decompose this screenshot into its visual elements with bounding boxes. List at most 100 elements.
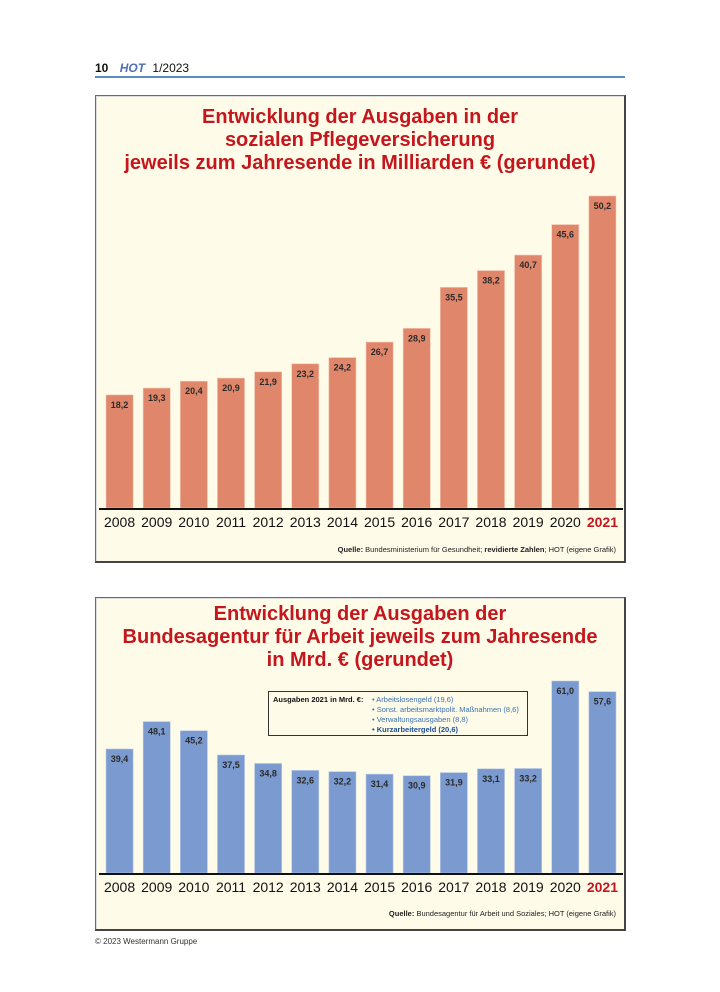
x-tick-label: 2008 bbox=[104, 514, 135, 530]
source-text: ; HOT (eigene Grafik) bbox=[544, 545, 616, 554]
chart-source: Quelle: Bundesagentur für Arbeit und Soz… bbox=[389, 909, 616, 918]
bar-2018 bbox=[477, 768, 505, 874]
bar-2019 bbox=[514, 254, 543, 509]
data-label: 50,2 bbox=[594, 201, 612, 211]
bar-2012 bbox=[254, 763, 282, 874]
bar-2011 bbox=[217, 377, 245, 509]
annotation-label: Ausgaben 2021 in Mrd. €: bbox=[273, 695, 364, 704]
x-tick-label: 2020 bbox=[550, 514, 581, 530]
data-label: 39,4 bbox=[111, 754, 129, 764]
chart-title-line: in Mrd. € (gerundet) bbox=[266, 649, 454, 671]
annotation-box: Ausgaben 2021 in Mrd. €: • Arbeitsloseng… bbox=[268, 691, 528, 736]
annotation-list: • Arbeitslosengeld (19,6) • Sonst. arbei… bbox=[372, 695, 519, 735]
data-label: 33,2 bbox=[519, 774, 537, 784]
data-label: 38,2 bbox=[482, 276, 500, 286]
data-label: 26,7 bbox=[371, 347, 389, 357]
chart-title-line: Entwicklung der Ausgaben der bbox=[213, 603, 507, 625]
x-tick-label: 2020 bbox=[550, 879, 581, 895]
x-tick-label: 2012 bbox=[253, 514, 284, 530]
x-tick-label: 2008 bbox=[104, 879, 135, 895]
bar-2017 bbox=[439, 772, 468, 874]
source-text: Bundesagentur für Arbeit und Soziales; H… bbox=[416, 909, 616, 918]
x-tick-label: 2016 bbox=[401, 514, 432, 530]
bar-2021 bbox=[588, 195, 617, 509]
bar-chart-svg: 39,4 2008 48,1 2009 45,2 2010 37,5 2011 34,8 2012… bbox=[99, 680, 623, 895]
x-tick-label: 2012 bbox=[253, 879, 284, 895]
x-tick-label: 2016 bbox=[401, 879, 432, 895]
bar-2013 bbox=[291, 770, 320, 874]
bar-2014 bbox=[328, 357, 357, 509]
chart-bundesagentur: Entwicklung der Ausgaben der Bundesagent… bbox=[95, 597, 626, 931]
bar-2009 bbox=[142, 387, 171, 509]
source-label: Quelle: bbox=[337, 545, 364, 554]
data-label: 37,5 bbox=[222, 760, 240, 770]
issue-number: 1/2023 bbox=[152, 61, 190, 75]
data-label: 19,3 bbox=[148, 393, 166, 403]
data-label: 48,1 bbox=[148, 727, 166, 737]
x-tick-label: 2014 bbox=[327, 514, 358, 530]
x-tick-label: 2018 bbox=[475, 879, 506, 895]
bar-2018 bbox=[477, 270, 505, 509]
x-tick-label: 2010 bbox=[178, 514, 209, 530]
x-tick-label: 2011 bbox=[216, 879, 246, 895]
data-label: 32,2 bbox=[334, 777, 352, 787]
bar-2020 bbox=[551, 224, 580, 509]
annotation-item: • Sonst. arbeitsmarktpolit. Maßnahmen (8… bbox=[372, 705, 519, 714]
data-label: 21,9 bbox=[259, 377, 277, 387]
bar-2014 bbox=[328, 771, 357, 874]
x-tick-label: 2021 bbox=[587, 514, 618, 530]
x-tick-label: 2013 bbox=[290, 514, 321, 530]
bar-2009 bbox=[142, 721, 171, 874]
source-label: Quelle: bbox=[388, 909, 415, 918]
x-tick-label: 2009 bbox=[141, 514, 172, 530]
x-tick-label: 2021 bbox=[587, 879, 618, 895]
chart-title-line: sozialen Pflegeversicherung bbox=[224, 129, 496, 151]
page-number: 10 bbox=[95, 61, 109, 75]
bar-2019 bbox=[514, 768, 543, 874]
data-label: 30,9 bbox=[408, 781, 426, 791]
data-label: 18,2 bbox=[111, 400, 129, 410]
bar-2008 bbox=[105, 394, 134, 509]
data-label: 23,2 bbox=[297, 369, 315, 379]
bar-2021 bbox=[588, 691, 617, 874]
data-label: 31,9 bbox=[445, 778, 463, 788]
x-tick-label: 2017 bbox=[438, 879, 469, 895]
bar-2016 bbox=[402, 328, 431, 509]
chart-title: Entwicklung der Ausgaben in der sozialen… bbox=[96, 106, 624, 175]
chart-pflegeversicherung: Entwicklung der Ausgaben in der sozialen… bbox=[95, 95, 626, 563]
bar-2016 bbox=[402, 775, 431, 874]
page-header: 10 HOT 1/2023 bbox=[95, 60, 625, 78]
bar-chart-svg: 18,2 2008 19,3 2009 20,4 2010 20,9 2011 21,9 2012… bbox=[99, 195, 623, 530]
chart-title-line: jeweils zum Jahresende in Milliarden € (… bbox=[124, 152, 596, 174]
data-label: 24,2 bbox=[334, 363, 352, 373]
annotation-item: • Kurzarbeitergeld (20,6) bbox=[372, 725, 458, 734]
x-tick-label: 2015 bbox=[364, 879, 395, 895]
chart-title: Entwicklung der Ausgaben der Bundesagent… bbox=[96, 603, 624, 672]
brand-logo: HOT bbox=[119, 61, 146, 75]
x-tick-label: 2018 bbox=[475, 514, 506, 530]
bar-2015 bbox=[365, 341, 394, 509]
data-label: 35,5 bbox=[445, 292, 463, 302]
data-label: 40,7 bbox=[519, 260, 537, 270]
annotation-item: • Arbeitslosengeld (19,6) bbox=[372, 695, 454, 704]
data-label: 20,4 bbox=[185, 386, 203, 396]
copyright-footer: © 2023 Westermann Gruppe bbox=[95, 937, 198, 946]
bar-2011 bbox=[217, 754, 245, 874]
bar-2008 bbox=[105, 748, 134, 874]
data-label: 61,0 bbox=[557, 686, 575, 696]
x-tick-label: 2019 bbox=[513, 514, 544, 530]
bar-2020 bbox=[551, 680, 580, 874]
data-label: 34,8 bbox=[259, 768, 277, 778]
annotation-item: • Verwaltungsausgaben (8,8) bbox=[372, 715, 469, 724]
bar-2017 bbox=[439, 287, 468, 509]
chart-title-line: Bundesagentur für Arbeit jeweils zum Jah… bbox=[122, 626, 598, 648]
bar-2015 bbox=[365, 773, 394, 874]
x-tick-label: 2009 bbox=[141, 879, 172, 895]
data-label: 57,6 bbox=[594, 697, 612, 707]
source-note: revidierte Zahlen bbox=[484, 545, 545, 554]
data-label: 31,4 bbox=[371, 779, 389, 789]
x-tick-label: 2015 bbox=[364, 514, 395, 530]
bar-2010 bbox=[180, 730, 208, 874]
source-text: Bundesministerium für Gesundheit; bbox=[365, 545, 483, 554]
x-tick-label: 2014 bbox=[327, 879, 358, 895]
